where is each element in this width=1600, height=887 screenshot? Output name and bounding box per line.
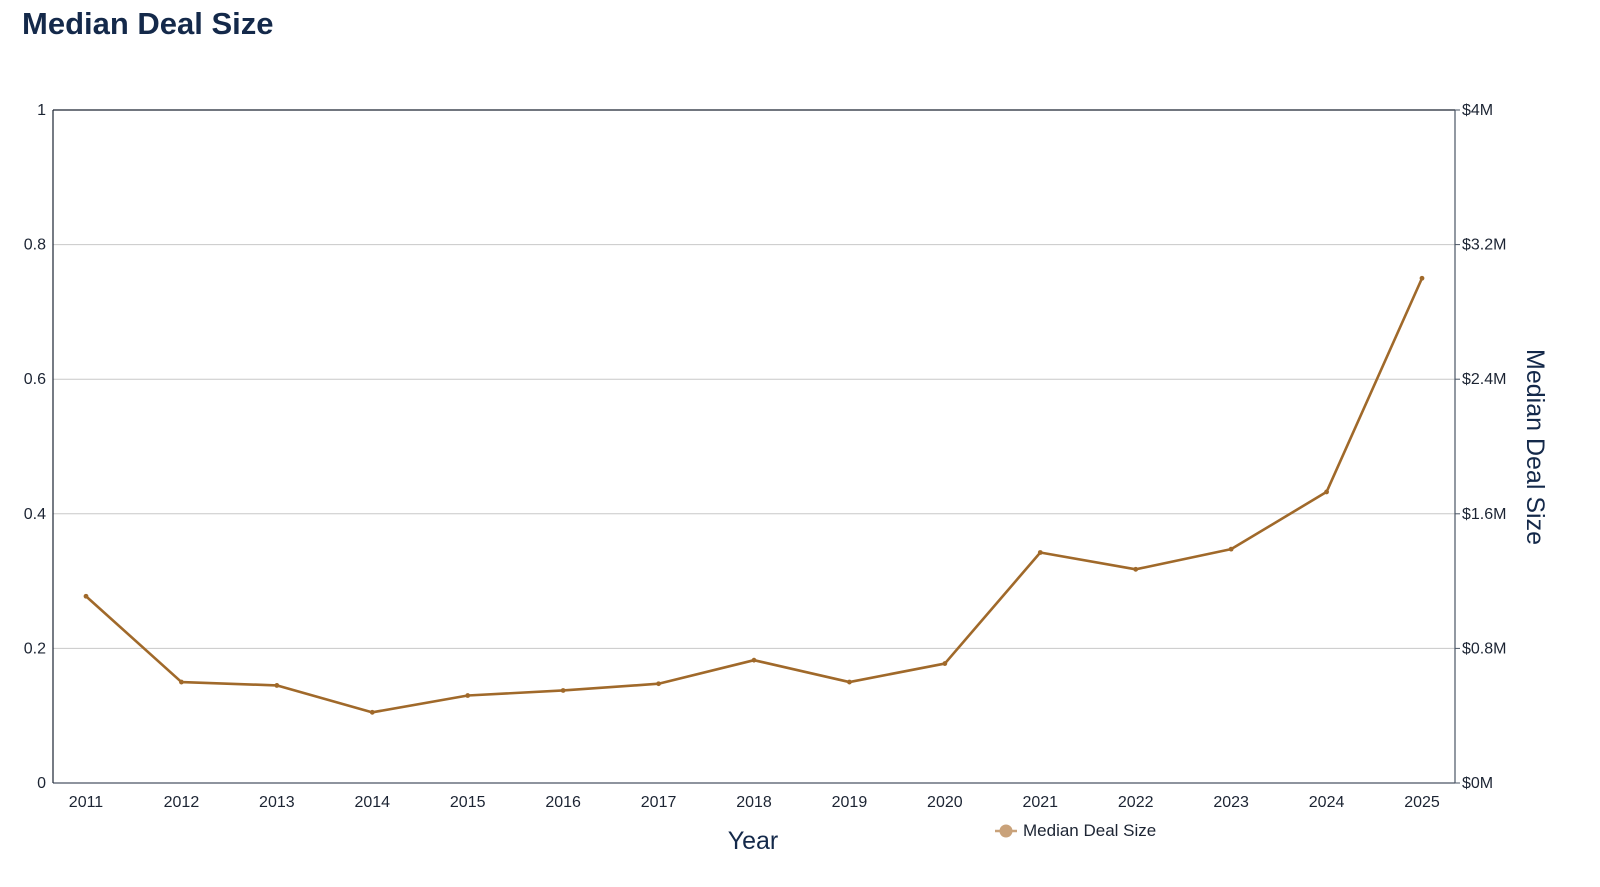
x-tick-label: 2016 <box>545 794 581 811</box>
x-tick-label: 2017 <box>641 794 677 811</box>
axes <box>52 109 1460 784</box>
x-tick-label: 2020 <box>927 794 963 811</box>
x-tick-label: 2019 <box>832 794 868 811</box>
legend-label: Median Deal Size <box>1023 821 1156 840</box>
y-right-tick-label: $2.4M <box>1462 371 1506 388</box>
grid-lines <box>53 109 1455 649</box>
x-axis-title: Year <box>728 827 779 855</box>
x-tick-label: 2021 <box>1022 794 1058 811</box>
y-left-tick-label: 0.2 <box>24 640 46 657</box>
series-line <box>84 276 1424 714</box>
y-right-tick-label: $0M <box>1462 775 1493 792</box>
data-point[interactable] <box>656 681 661 687</box>
data-point[interactable] <box>1133 566 1139 572</box>
x-tick-label: 2013 <box>259 794 295 811</box>
data-point[interactable] <box>1324 489 1329 495</box>
data-point[interactable] <box>1419 275 1425 281</box>
tick-labels: 0 0.2 0.4 0.6 0.8 1 $0M $0.8M $1.6M $2.4M $3.2M $4M… <box>24 102 1507 811</box>
y-left-tick-label: 0.4 <box>24 506 46 523</box>
y-right-tick-label: $0.8M <box>1462 640 1506 657</box>
data-point[interactable] <box>369 709 375 715</box>
series-median-deal-size <box>83 275 1425 715</box>
data-point[interactable] <box>274 683 280 688</box>
x-tick-label: 2014 <box>354 794 390 811</box>
data-point[interactable] <box>1037 550 1043 555</box>
y-left-tick-label: 0.8 <box>24 237 46 254</box>
data-point[interactable] <box>847 679 852 685</box>
y-left-tick-label: 1 <box>37 102 46 119</box>
data-point[interactable] <box>83 593 89 599</box>
chart-title: Median Deal Size <box>22 6 274 41</box>
x-tick-label: 2011 <box>69 794 104 811</box>
y-axis-right-title: Median Deal Size <box>1521 349 1549 545</box>
legend-marker <box>999 824 1013 838</box>
y-right-tick-label: $3.2M <box>1462 237 1506 254</box>
x-tick-label: 2012 <box>164 794 200 811</box>
y-left-tick-label: 0.6 <box>24 371 46 388</box>
y-right-tick-label: $4M <box>1462 102 1493 119</box>
y-left-tick-label: 0 <box>37 775 46 792</box>
data-point[interactable] <box>751 657 757 663</box>
x-tick-label: 2023 <box>1213 794 1249 811</box>
data-point[interactable] <box>179 679 184 685</box>
x-tick-label: 2022 <box>1118 794 1154 811</box>
y-right-tick-label: $1.6M <box>1462 506 1506 523</box>
data-point[interactable] <box>465 693 471 698</box>
data-point[interactable] <box>1228 546 1234 552</box>
x-tick-label: 2018 <box>736 794 772 811</box>
x-tick-label: 2025 <box>1404 794 1440 811</box>
x-tick-label: 2015 <box>450 794 486 811</box>
legend[interactable]: Median Deal Size <box>995 821 1156 840</box>
data-point[interactable] <box>560 688 566 693</box>
data-point[interactable] <box>942 661 948 666</box>
x-tick-label: 2024 <box>1309 794 1345 811</box>
